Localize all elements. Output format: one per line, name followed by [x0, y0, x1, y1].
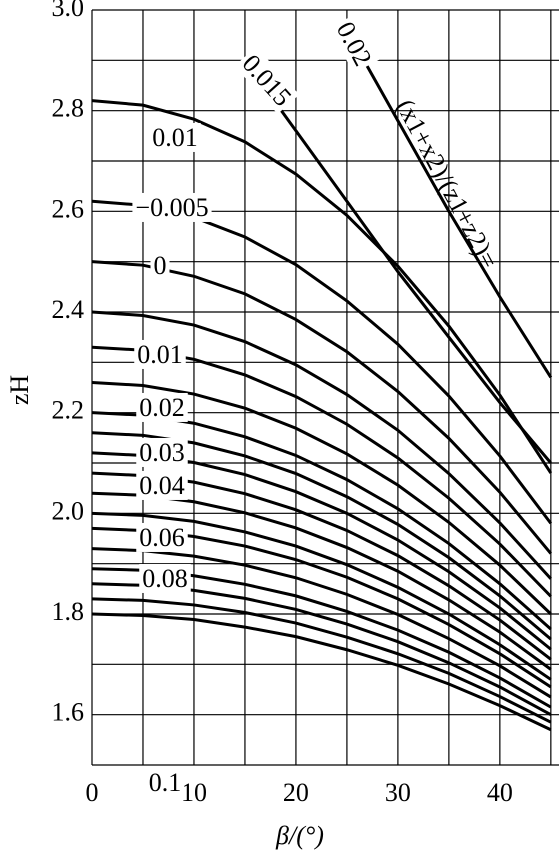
curve-label-group: 0.02	[136, 392, 188, 422]
curve-label-group: 0.01	[149, 122, 201, 152]
curve-label: 0.06	[139, 523, 185, 552]
curve-label-group: 0.01	[134, 339, 186, 369]
grid: 0 10 20 30 40 1.6 1.8 2.0 2.2 2.4 2.6 2.8 3.0	[52, 0, 559, 807]
curve-labels: 0.1 0.08 0.06 0.04 0.03 0.02 0.01 0 −0.005 0.01 0.…	[132, 14, 380, 797]
curve	[92, 547, 552, 699]
y-tick-label: 1.6	[52, 698, 85, 727]
y-tick-label: 1.8	[52, 597, 85, 626]
y-tick-label: 2.6	[52, 194, 85, 223]
y-axis-label: zH	[5, 375, 34, 406]
y-tick-label: 2.4	[52, 295, 85, 324]
curve-label-group: 0.1	[145, 767, 185, 797]
curve-label-bg	[136, 522, 188, 552]
curve-label: 0.1	[149, 768, 182, 797]
x-tick-label: 40	[487, 778, 513, 807]
curve-label-group: 0.04	[136, 470, 188, 500]
curve-label: −0.005	[135, 193, 208, 222]
curve-label: 0.02	[139, 393, 185, 422]
curve-label: 0.01	[137, 340, 183, 369]
curve	[92, 380, 552, 616]
curve-label-group: 0	[150, 250, 170, 280]
curve-label-bg	[139, 563, 191, 593]
curve-label: 0.04	[139, 471, 185, 500]
curve	[92, 310, 552, 580]
curve-label: 0	[154, 251, 167, 280]
curve-label-group: 0.03	[136, 437, 188, 467]
curve-label-bg	[136, 437, 188, 467]
curve	[92, 612, 552, 732]
y-tick-label: 3.0	[52, 0, 85, 22]
curve-label-bg	[149, 122, 201, 152]
curve	[92, 99, 553, 474]
annotation: (x1+x2)/(z1+z2)=	[391, 94, 504, 273]
curve-label: 0.01	[152, 123, 198, 152]
x-tick-label: 30	[385, 778, 411, 807]
curve	[345, 29, 553, 379]
curve-label: 0.03	[139, 438, 185, 467]
curve-label-bg	[134, 339, 186, 369]
curve	[92, 597, 552, 724]
curve-label-group: 0.08	[139, 563, 191, 593]
curve-label-bg	[136, 470, 188, 500]
curve-label-bg	[145, 767, 185, 797]
x-tick-label: 20	[283, 778, 309, 807]
x-tick-label: 10	[181, 778, 207, 807]
curve-label-bg	[132, 192, 212, 222]
curve	[92, 511, 552, 681]
curve-label: 0.08	[142, 564, 188, 593]
x-tick-label: 0	[86, 778, 99, 807]
curve-label-bg	[234, 46, 300, 114]
curve-label-group: −0.005	[132, 192, 212, 222]
curve-label-group: 0.02	[329, 14, 380, 74]
curve-label-group: 0.06	[136, 522, 188, 552]
curve-label-bg	[136, 392, 188, 422]
y-tick-label: 2.0	[52, 496, 85, 525]
curve-label-bg	[329, 14, 380, 74]
x-axis-label: β/(°)	[275, 821, 324, 850]
y-tick-label: 2.8	[52, 94, 85, 123]
curve	[243, 59, 552, 464]
curve-label-group: 0.015	[234, 46, 300, 114]
curve-label-bg	[150, 250, 170, 280]
y-tick-label: 2.2	[52, 396, 85, 425]
